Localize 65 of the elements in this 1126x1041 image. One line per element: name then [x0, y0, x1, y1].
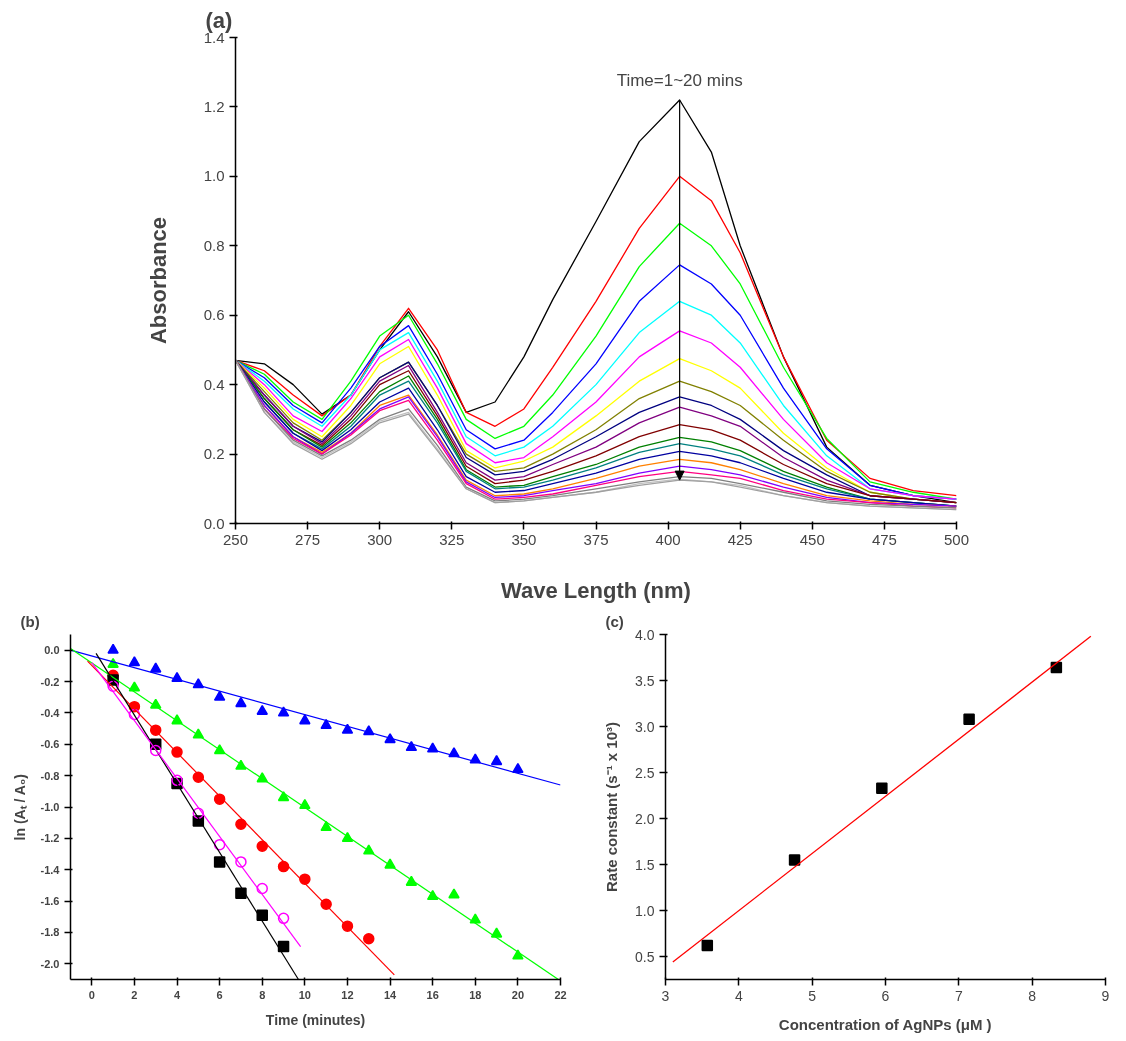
- y-tick-label: 0.0: [44, 644, 60, 657]
- x-tick-label: 9: [1101, 987, 1110, 1004]
- x-tick-label: 12: [341, 988, 354, 1001]
- y-axis-title: ln (Aₜ / A₀): [11, 774, 28, 841]
- y-tick-label: 1.0: [203, 167, 225, 185]
- x-tick-label: 22: [554, 988, 567, 1001]
- x-axis-title: Time (minutes): [265, 1011, 366, 1028]
- chart-title: (c): [605, 612, 624, 630]
- y-axis-title: Absorbance: [145, 216, 171, 345]
- x-tick-label: 4: [173, 988, 181, 1001]
- x-tick-label: 450: [799, 530, 825, 548]
- x-tick-label: 20: [511, 988, 525, 1001]
- y-tick-label: -1.6: [40, 895, 60, 908]
- x-tick-label: 8: [1028, 987, 1037, 1004]
- y-tick-label: 0.6: [203, 306, 225, 324]
- y-tick-label: -1.8: [40, 926, 60, 939]
- x-tick-label: 5: [808, 987, 817, 1004]
- x-tick-label: 500: [943, 530, 970, 548]
- y-tick-label: 0.8: [203, 236, 225, 254]
- y-tick-label: 1.2: [203, 97, 225, 115]
- x-axis-title: Concentration of AgNPs (μM ): [778, 1015, 992, 1033]
- x-tick-label: 275: [295, 530, 321, 548]
- x-axis-title: Wave Length (nm): [501, 577, 691, 603]
- x-tick-label: 18: [469, 988, 482, 1001]
- x-tick-label: 475: [871, 530, 897, 548]
- x-tick-label: 8: [259, 988, 266, 1001]
- x-tick-label: 350: [511, 530, 537, 548]
- y-tick-label: 0.0: [203, 514, 225, 532]
- x-tick-label: 6: [216, 988, 223, 1001]
- y-axis-title: Rate constant (s⁻¹ x 10³): [603, 721, 621, 893]
- x-tick-label: 10: [298, 988, 311, 1001]
- x-tick-label: 6: [881, 987, 890, 1004]
- x-tick-label: 4: [734, 987, 743, 1004]
- y-tick-label: -0.2: [40, 675, 60, 688]
- y-tick-label: -0.6: [40, 738, 60, 751]
- y-tick-label: 1.0: [635, 902, 655, 919]
- x-tick-label: 0: [88, 988, 95, 1001]
- x-tick-label: 425: [727, 530, 753, 548]
- annotation: Time=1~20 mins: [616, 70, 743, 90]
- y-tick-label: -2.0: [40, 957, 60, 970]
- x-tick-label: 375: [583, 530, 609, 548]
- y-tick-label: 2.5: [635, 764, 655, 781]
- chart-title: (b): [20, 612, 40, 630]
- x-tick-label: 2: [131, 988, 138, 1001]
- y-tick-label: -0.4: [40, 706, 61, 719]
- y-tick-label: -1.4: [40, 863, 61, 876]
- y-tick-label: 0.4: [203, 375, 225, 393]
- y-tick-label: 0.2: [203, 445, 225, 463]
- y-tick-label: -1.2: [40, 832, 60, 845]
- x-tick-label: 325: [439, 530, 465, 548]
- x-tick-label: 400: [655, 530, 681, 548]
- y-tick-label: 3.0: [635, 718, 655, 735]
- y-tick-label: -1.0: [40, 801, 60, 813]
- x-tick-label: 250: [222, 530, 249, 548]
- y-tick-label: 4.0: [635, 626, 655, 643]
- x-tick-label: 300: [367, 530, 393, 548]
- x-tick-label: 14: [383, 988, 398, 1001]
- y-tick-label: 0.5: [635, 948, 655, 965]
- x-tick-label: 7: [954, 987, 963, 1004]
- y-tick-label: -0.8: [40, 769, 60, 782]
- x-tick-label: 16: [426, 988, 439, 1001]
- y-tick-label: 2.0: [635, 810, 655, 827]
- x-tick-label: 3: [661, 987, 670, 1004]
- y-tick-label: 3.5: [635, 672, 655, 689]
- y-tick-label: 1.5: [635, 856, 655, 873]
